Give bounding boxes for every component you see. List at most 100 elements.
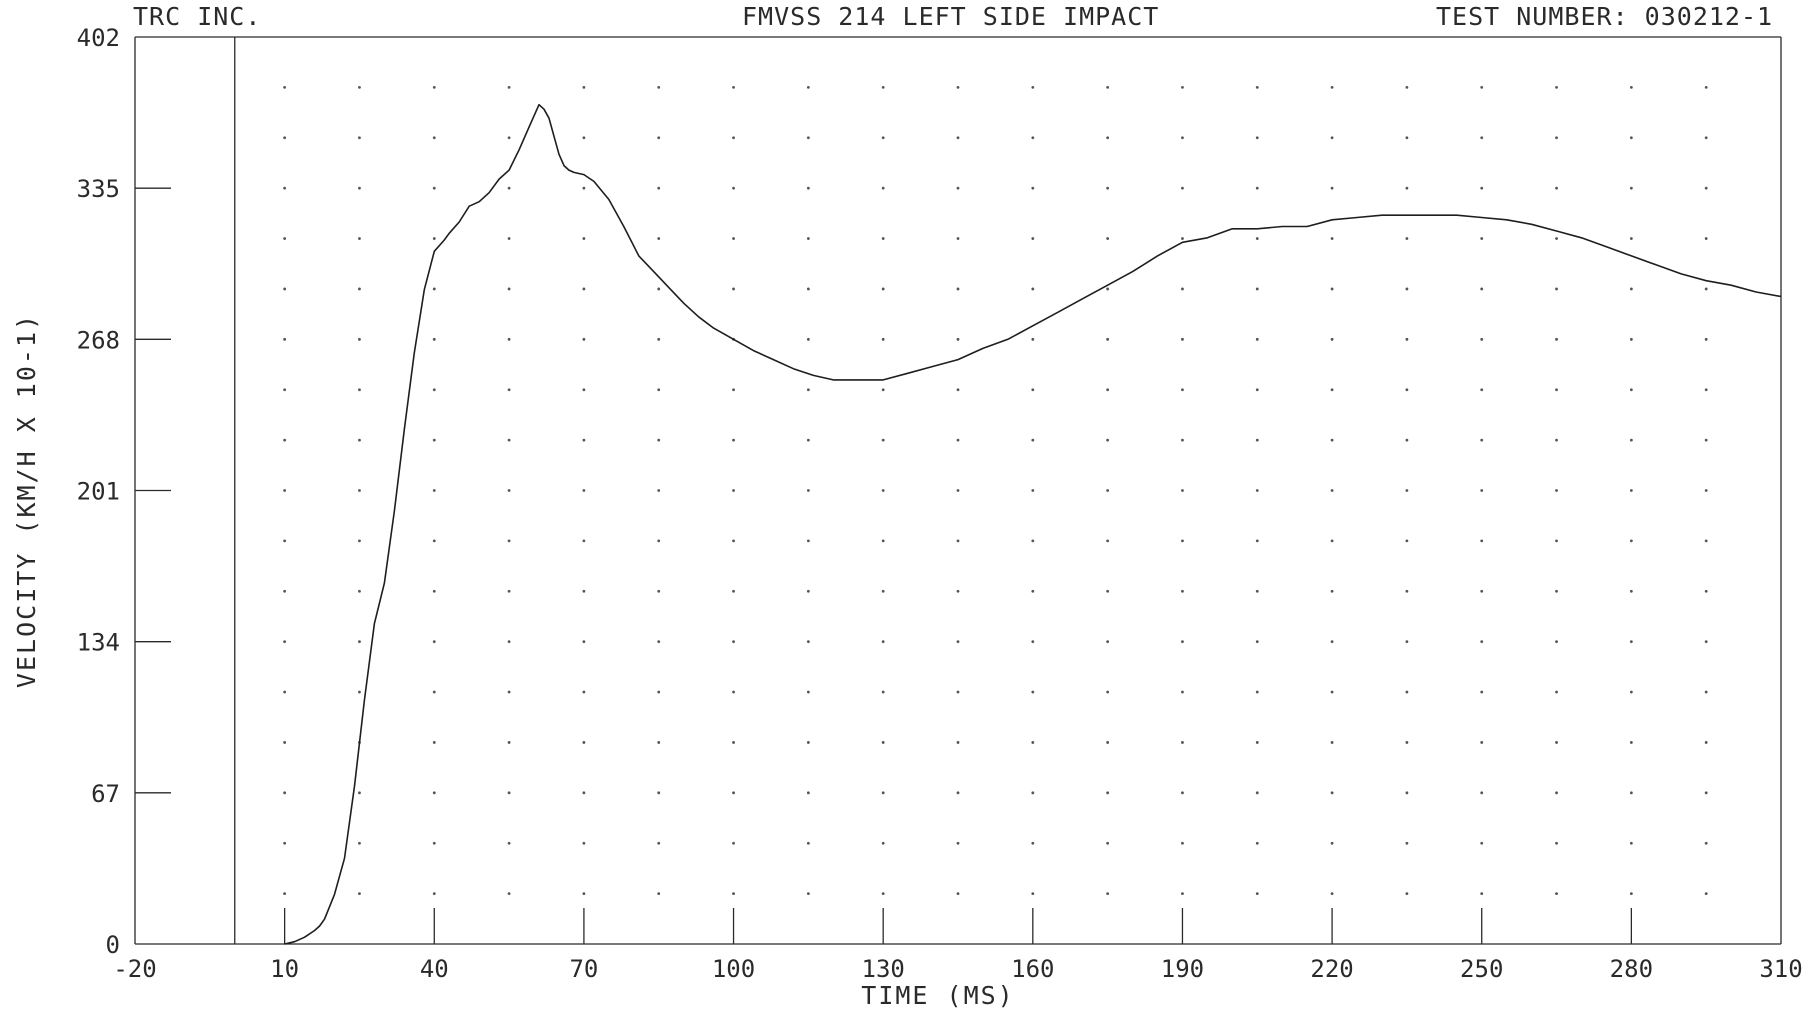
grid-dot (1405, 640, 1409, 644)
grid-dot (881, 791, 885, 795)
grid-dot (582, 841, 586, 845)
grid-dot (1704, 337, 1708, 341)
grid-dot (1330, 388, 1334, 392)
grid-dot (1181, 136, 1184, 140)
grid-dot (1405, 85, 1409, 89)
grid-dot (358, 640, 361, 644)
grid-dot (1031, 892, 1035, 896)
grid-dot (1106, 337, 1110, 341)
grid-dot (507, 690, 511, 694)
grid-dot (956, 841, 960, 845)
grid-dot (1255, 337, 1259, 341)
grid-dot (283, 741, 287, 744)
grid-dot (582, 136, 586, 140)
grid-dot (1480, 539, 1484, 543)
grid-dot (283, 690, 287, 694)
grid-dot (806, 438, 810, 442)
dotted-grid (283, 85, 1708, 896)
grid-dot (582, 388, 586, 392)
grid-dot (432, 741, 436, 744)
grid-dot (657, 388, 661, 392)
grid-dot (1555, 85, 1558, 89)
grid-dot (507, 791, 511, 795)
grid-dot (1480, 892, 1484, 896)
grid-dot (358, 388, 361, 392)
grid-dot (1330, 892, 1334, 896)
grid-dot (1704, 438, 1708, 442)
grid-dot (956, 237, 960, 240)
grid-dot (732, 136, 735, 140)
grid-dot (1031, 489, 1035, 492)
grid-dot (1330, 287, 1334, 291)
grid-dot (1106, 640, 1110, 644)
grid-dot (507, 186, 511, 190)
grid-dot (1330, 741, 1334, 744)
grid-dot (1480, 489, 1484, 492)
grid-dot (1704, 237, 1708, 240)
grid-dot (1031, 287, 1035, 291)
grid-dot (1480, 589, 1484, 593)
grid-dot (507, 489, 511, 492)
grid-dot (1405, 791, 1409, 795)
grid-dot (881, 388, 885, 392)
grid-dot (806, 791, 810, 795)
grid-dot (1480, 287, 1484, 291)
grid-dot (358, 237, 361, 240)
grid-dot (432, 287, 436, 291)
grid-dot (1255, 640, 1259, 644)
grid-dot (582, 489, 586, 492)
grid-dot (1704, 388, 1708, 392)
grid-dot (1106, 287, 1110, 291)
grid-dot (1555, 337, 1558, 341)
grid-dot (806, 237, 810, 240)
grid-dot (1181, 237, 1184, 240)
velocity-series-line (284, 103, 1782, 945)
x-tick-label: 40 (420, 955, 449, 983)
grid-dot (1704, 791, 1708, 795)
grid-dot (657, 690, 661, 694)
grid-dot (1629, 741, 1633, 744)
grid-dot (1255, 287, 1259, 291)
grid-dot (1629, 640, 1633, 644)
grid-dot (1555, 136, 1558, 140)
grid-dot (657, 186, 661, 190)
grid-dot (507, 237, 511, 240)
grid-dot (956, 791, 960, 795)
grid-dot (1330, 337, 1334, 341)
grid-dot (732, 539, 735, 543)
grid-dot (432, 690, 436, 694)
grid-dot (358, 589, 361, 593)
grid-dot (1555, 640, 1558, 644)
grid-dot (358, 892, 361, 896)
grid-dot (432, 640, 436, 644)
grid-dot (732, 237, 735, 240)
grid-dot (1704, 287, 1708, 291)
grid-dot (1555, 841, 1558, 845)
grid-dot (432, 186, 436, 190)
grid-dot (806, 640, 810, 644)
grid-dot (1031, 539, 1035, 543)
grid-dot (1480, 237, 1484, 240)
grid-dot (507, 85, 511, 89)
grid-dot (1704, 539, 1708, 543)
grid-dot (358, 489, 361, 492)
grid-dot (657, 640, 661, 644)
grid-dot (1555, 388, 1558, 392)
grid-dot (657, 438, 661, 442)
grid-dot (507, 640, 511, 644)
grid-dot (881, 741, 885, 744)
grid-dot (1106, 741, 1110, 744)
grid-dot (1405, 841, 1409, 845)
grid-dot (1629, 489, 1633, 492)
grid-dot (1031, 791, 1035, 795)
grid-dot (956, 489, 960, 492)
grid-dot (1181, 539, 1184, 543)
grid-dot (1330, 438, 1334, 442)
grid-dot (956, 337, 960, 341)
grid-dot (1255, 186, 1259, 190)
grid-dot (283, 388, 287, 392)
grid-dot (1629, 237, 1633, 240)
grid-dot (1629, 136, 1633, 140)
grid-dot (507, 337, 511, 341)
